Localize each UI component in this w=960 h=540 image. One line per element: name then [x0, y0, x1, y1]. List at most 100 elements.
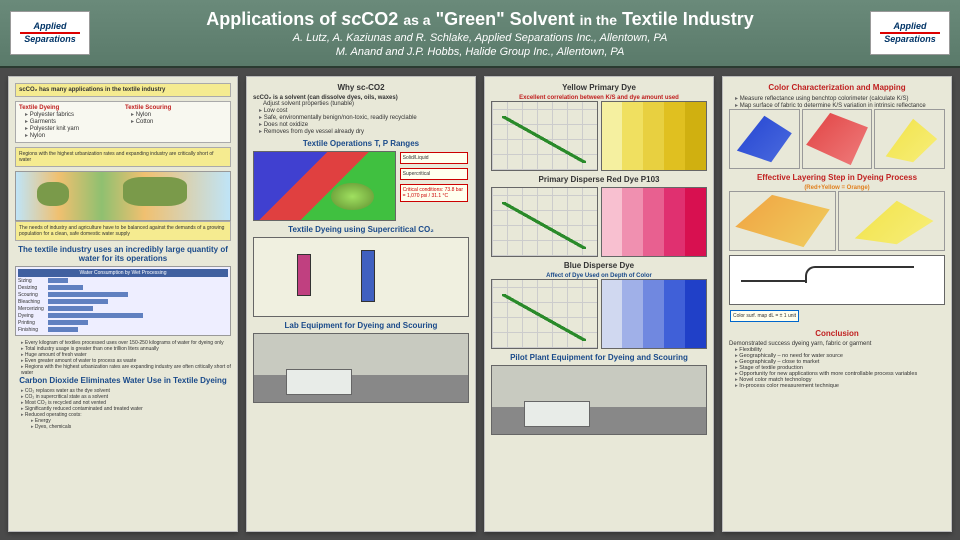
list-item: Polyester knit yarn — [25, 125, 121, 132]
list-item: Cotton — [131, 118, 227, 125]
conclusion-bullets: FlexibilityGeographically – no need for … — [729, 347, 945, 389]
red-title: Primary Disperse Red Dye P103 — [491, 175, 707, 184]
surface-yellow2-icon — [839, 192, 944, 250]
fabric-strip — [685, 280, 706, 348]
mapping-bullets: Measure reflectance using benchtop color… — [729, 95, 945, 109]
column-3: Yellow Primary Dye Excellent correlation… — [484, 76, 714, 532]
co2-title: Carbon Dioxide Eliminates Water Use in T… — [15, 376, 231, 385]
list-item: In-process color measurement technique — [735, 383, 945, 389]
why-bullets: Low costSafe, environmentally benign/non… — [253, 107, 469, 135]
water-table: Water Consumption by Wet Processing Sizi… — [15, 266, 231, 336]
list-item: Dyes, chemicals — [31, 424, 231, 430]
authors-line-1: A. Lutz, A. Kaziunas and R. Schlake, App… — [90, 32, 870, 44]
co2-sub-bullets: EnergyDyes, chemicals — [15, 418, 231, 430]
co2-bullets: CO₂ replaces water as the dye solventCO₂… — [15, 388, 231, 418]
water-bullets: Every kilogram of textiles processed use… — [15, 340, 231, 376]
fabric-strip — [685, 102, 706, 170]
fabric-strip — [622, 188, 643, 256]
table-row: Desizing — [18, 284, 228, 291]
process-schematic-icon — [253, 237, 469, 317]
fabric-strip — [622, 102, 643, 170]
table-row: Dyeing — [18, 312, 228, 319]
fabric-strip — [602, 280, 623, 348]
schematic-title: Textile Dyeing using Supercritical CO₂ — [253, 225, 469, 234]
table-row: Sizing — [18, 277, 228, 284]
phase-labels: Solid/Liquid Supercritical Critical cond… — [399, 151, 469, 225]
fabric-strip — [643, 188, 664, 256]
table-header: Water Consumption by Wet Processing — [18, 269, 228, 277]
process-curve-chart — [729, 255, 945, 305]
column-4: Color Characterization and Mapping Measu… — [722, 76, 952, 532]
table-row: Printing — [18, 319, 228, 326]
table-row: Finishing — [18, 326, 228, 333]
logo-left: Applied Separations — [10, 11, 90, 55]
list-item: Regions with the highest urbanization ra… — [21, 364, 231, 376]
list-item: Nylon — [25, 132, 121, 139]
table-row: Bleaching — [18, 298, 228, 305]
list-item: Does not oxidize — [259, 121, 469, 128]
lab-photo-title: Lab Equipment for Dyeing and Scouring — [253, 321, 469, 330]
blue-chart — [491, 279, 598, 349]
list-item: Removes from dye vessel already dry — [259, 128, 469, 135]
logo-text-1: Applied — [34, 22, 67, 31]
phase-diagram — [253, 151, 396, 221]
blue-title: Blue Disperse Dye — [491, 261, 707, 270]
list-item: Measure reflectance using benchtop color… — [735, 95, 945, 102]
list-item: Map surface of fabric to determine K/S v… — [735, 102, 945, 109]
poster-header: Applied Separations Applications of scCO… — [0, 0, 960, 68]
list-item: Garments — [25, 118, 121, 125]
fabric-strip — [602, 188, 623, 256]
list-item: Nylon — [131, 111, 227, 118]
pilot-title: Pilot Plant Equipment for Dyeing and Sco… — [491, 353, 707, 362]
regions-note: Regions with the highest urbanization ra… — [15, 147, 231, 167]
yellow-fabric-photo — [601, 101, 708, 171]
fabric-strip — [664, 280, 685, 348]
authors-line-2: M. Anand and J.P. Hobbs, Halide Group In… — [90, 46, 870, 58]
fabric-strip — [602, 102, 623, 170]
surface-yellow-icon — [875, 110, 944, 168]
column-2: Why sc-CO2 scCO₂ is a solvent (can disso… — [246, 76, 476, 532]
list-item: Safe, environmentally benign/non-toxic, … — [259, 114, 469, 121]
logo-right: Applied Separations — [870, 11, 950, 55]
world-map-icon — [15, 171, 231, 221]
blue-fabric-photo — [601, 279, 708, 349]
columns: scCO₂ has many applications in the texti… — [0, 68, 960, 540]
poster-title: Applications of scCO2 as a "Green" Solve… — [90, 9, 870, 30]
why-title: Why sc-CO2 — [253, 83, 469, 92]
applications-box: Textile Dyeing Polyester fabricsGarments… — [15, 101, 231, 143]
logo-text-2: Separations — [24, 35, 76, 44]
pilot-plant-photo — [491, 365, 707, 435]
list-item: Low cost — [259, 107, 469, 114]
fabric-strip — [664, 188, 685, 256]
lab-equipment-photo — [253, 333, 469, 403]
scouring-list: NylonCotton — [125, 111, 227, 125]
surface-blue-icon — [730, 110, 799, 168]
curve-note: Color surf. map dL = ± 1 unit — [730, 310, 799, 322]
phase-title: Textile Operations T, P Ranges — [253, 139, 469, 148]
fabric-strip — [643, 280, 664, 348]
fabric-strip — [643, 102, 664, 170]
fabric-strip — [622, 280, 643, 348]
yellow-chart — [491, 101, 598, 171]
column-1: scCO₂ has many applications in the texti… — [8, 76, 238, 532]
fabric-strip — [664, 102, 685, 170]
conclusion-title: Conclusion — [729, 329, 945, 338]
surface-maps-1 — [729, 109, 945, 169]
dyeing-list: Polyester fabricsGarmentsPolyester knit … — [19, 111, 121, 139]
intro-box: scCO₂ has many applications in the texti… — [15, 83, 231, 97]
red-fabric-photo — [601, 187, 708, 257]
logo-text-2r: Separations — [884, 35, 936, 44]
surface-orange-icon — [730, 192, 835, 250]
yellow-title: Yellow Primary Dye — [491, 83, 707, 92]
mapping-title: Color Characterization and Mapping — [729, 83, 945, 92]
table-row: Scouring — [18, 291, 228, 298]
table-row: Mercerizing — [18, 305, 228, 312]
surface-maps-2 — [729, 191, 945, 251]
logo-text-1r: Applied — [894, 22, 927, 31]
title-block: Applications of scCO2 as a "Green" Solve… — [90, 9, 870, 58]
list-item: Polyester fabrics — [25, 111, 121, 118]
fabric-strip — [685, 188, 706, 256]
surface-red-icon — [803, 110, 872, 168]
red-chart — [491, 187, 598, 257]
layering-title: Effective Layering Step in Dyeing Proces… — [729, 173, 945, 182]
